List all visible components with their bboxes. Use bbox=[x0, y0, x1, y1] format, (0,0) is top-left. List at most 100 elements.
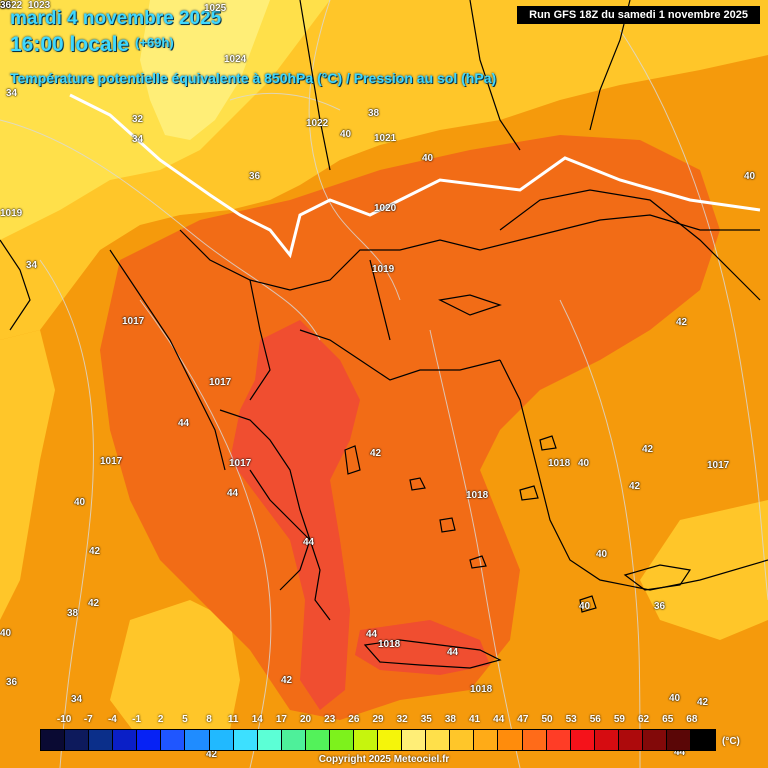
forecast-time: 16:00 locale (+69h) bbox=[10, 33, 174, 57]
legend-swatch bbox=[426, 730, 451, 750]
legend-value-label: 59 bbox=[613, 714, 625, 725]
legend-swatch bbox=[41, 730, 66, 750]
value-label: 1022 bbox=[0, 0, 23, 11]
value-label: 42 bbox=[206, 749, 218, 760]
value-label: 36 bbox=[6, 677, 18, 688]
island-outline bbox=[409, 477, 426, 491]
legend-value-label: 68 bbox=[686, 714, 698, 725]
isobar-line bbox=[229, 93, 341, 111]
black-sea-coast bbox=[499, 189, 761, 301]
value-label: 1018 bbox=[378, 639, 401, 650]
value-label: 40 bbox=[579, 601, 591, 612]
legend-value-label: 41 bbox=[469, 714, 481, 725]
legend-value-label: 8 bbox=[206, 714, 212, 725]
legend-swatch bbox=[378, 730, 403, 750]
legend-swatch bbox=[474, 730, 499, 750]
legend-value-label: 11 bbox=[227, 714, 239, 725]
value-label: 40 bbox=[422, 153, 434, 164]
legend-swatch bbox=[161, 730, 186, 750]
value-label: 44 bbox=[366, 629, 378, 640]
legend-value-label: 26 bbox=[348, 714, 360, 725]
value-label: 1023 bbox=[28, 0, 51, 11]
isobar-line bbox=[139, 299, 272, 768]
value-label: 42 bbox=[697, 697, 709, 708]
legend-swatch bbox=[498, 730, 523, 750]
value-label: 40 bbox=[578, 458, 590, 469]
italy-coast bbox=[0, 239, 31, 331]
value-label: 42 bbox=[281, 675, 293, 686]
value-label: 40 bbox=[340, 129, 352, 140]
value-label: 42 bbox=[629, 481, 641, 492]
anatolia-coast bbox=[499, 359, 768, 591]
legend-value-label: 32 bbox=[396, 714, 408, 725]
island-outline bbox=[344, 445, 361, 475]
cyprus-outline bbox=[623, 564, 692, 591]
value-label: 1025 bbox=[204, 3, 227, 14]
legend-swatch bbox=[209, 730, 234, 750]
crete-outline bbox=[363, 639, 502, 669]
value-label: 1017 bbox=[229, 458, 252, 469]
value-label: 36 bbox=[0, 0, 12, 11]
isobar-line bbox=[308, 0, 401, 301]
value-label: 44 bbox=[303, 537, 315, 548]
legend-swatch bbox=[450, 730, 475, 750]
value-label: 38 bbox=[368, 108, 380, 119]
value-label: 38 bbox=[67, 608, 79, 619]
value-label: 1020 bbox=[374, 203, 397, 214]
value-label: 1024 bbox=[224, 54, 247, 65]
peloponnese bbox=[249, 469, 311, 591]
legend-swatch bbox=[89, 730, 114, 750]
island-outline bbox=[439, 517, 456, 533]
value-label: 42 bbox=[676, 317, 688, 328]
value-label: 44 bbox=[674, 747, 686, 758]
legend-swatch bbox=[402, 730, 427, 750]
value-label: 1017 bbox=[707, 460, 730, 471]
value-label: 1018 bbox=[466, 490, 489, 501]
adriatic-coast bbox=[109, 249, 226, 471]
legend-swatch bbox=[594, 730, 619, 750]
island-outline bbox=[519, 485, 539, 501]
value-label: 42 bbox=[642, 444, 654, 455]
forecast-date: mardi 4 novembre 2025 bbox=[10, 8, 222, 29]
island-outline bbox=[469, 555, 487, 569]
isobar-line bbox=[0, 119, 321, 341]
field-red-orange-crete bbox=[355, 620, 490, 675]
legend-value-label: 20 bbox=[300, 714, 312, 725]
legend-value-label: -7 bbox=[83, 714, 93, 725]
value-label: 44 bbox=[178, 418, 190, 429]
legend-swatch bbox=[65, 730, 90, 750]
value-label: 1018 bbox=[470, 684, 493, 695]
value-label: 40 bbox=[0, 628, 12, 639]
value-label: 1018 bbox=[548, 458, 571, 469]
country-border bbox=[299, 0, 331, 171]
legend-values: -10 -7 -4 -1 2 5 8 11 14 17 20 23 26 29 32 35 38 41 44 47 50… bbox=[40, 714, 716, 728]
value-label: 36 bbox=[249, 171, 261, 182]
legend-swatch bbox=[281, 730, 306, 750]
legend-value-label: 62 bbox=[638, 714, 650, 725]
legend-value-label: 17 bbox=[275, 714, 287, 725]
legend-value-label: 65 bbox=[662, 714, 674, 725]
legend-value-label: -4 bbox=[107, 714, 117, 725]
legend-swatch bbox=[522, 730, 547, 750]
country-border bbox=[249, 279, 271, 401]
map-subtitle: Température potentielle équivalente à 85… bbox=[10, 70, 497, 86]
legend-value-label: 44 bbox=[493, 714, 505, 725]
isobar-line bbox=[619, 29, 768, 601]
legend-swatch bbox=[570, 730, 595, 750]
legend-value-label: 38 bbox=[444, 714, 456, 725]
value-label: 34 bbox=[6, 88, 18, 99]
greece-mainland bbox=[219, 409, 331, 621]
legend-swatch bbox=[691, 730, 716, 750]
run-info: Run GFS 18Z du samedi 1 novembre 2025 bbox=[517, 6, 760, 24]
marmara-outline bbox=[438, 294, 502, 316]
legend-swatch bbox=[546, 730, 571, 750]
freezing-front-line bbox=[69, 93, 761, 259]
field-yellow-orange-west bbox=[0, 330, 55, 620]
legend-value-label: 5 bbox=[182, 714, 188, 725]
legend-value-label: 29 bbox=[372, 714, 384, 725]
country-border bbox=[369, 259, 391, 341]
field-red-orange-greece bbox=[230, 320, 360, 710]
